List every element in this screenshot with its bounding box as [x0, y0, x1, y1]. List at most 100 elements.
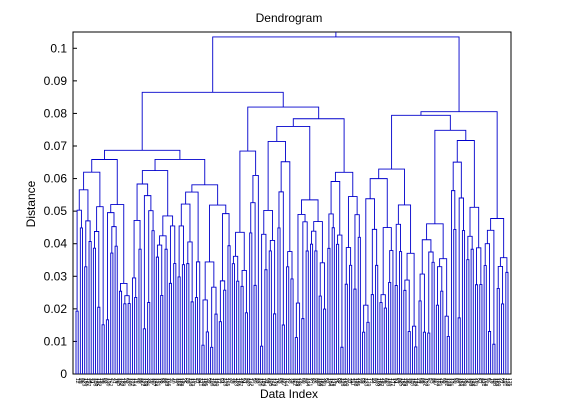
- leaf-label-8: 108: [91, 378, 97, 387]
- leaf-label-18: 78: [113, 378, 119, 384]
- leaf-label-138: 118: [374, 378, 380, 386]
- leaf-label-41: 129: [163, 378, 169, 387]
- leaf-label-122: 126: [339, 378, 345, 387]
- leaf-label-144: 140: [387, 378, 393, 387]
- leaf-label-110: 82: [313, 378, 319, 384]
- y-tick-label-0: 0: [60, 367, 67, 381]
- leaf-label-67: 91: [219, 378, 225, 384]
- leaf-label-186: 94: [478, 378, 484, 384]
- leaf-label-172: 176: [447, 378, 453, 387]
- leaf-label-176: 124: [456, 378, 462, 387]
- leaf-label-65: 17: [215, 378, 221, 384]
- leaf-label-135: 7: [367, 378, 373, 381]
- leaf-label-9: 145: [94, 378, 100, 387]
- y-tick-label-10: 0.1: [50, 41, 67, 55]
- leaf-label-148: 88: [395, 378, 401, 384]
- leaf-label-53: 173: [189, 378, 195, 387]
- leaf-label-156: 184: [413, 378, 419, 387]
- leaf-label-199: 175: [506, 378, 512, 387]
- leaf-label-184: 20: [473, 378, 479, 384]
- leaf-label-169: 65: [441, 378, 447, 384]
- leaf-label-3: 123: [81, 378, 87, 387]
- leaf-label-198: 138: [504, 378, 510, 387]
- leaf-label-99: 75: [289, 378, 295, 384]
- leaf-label-131: 59: [358, 378, 364, 384]
- leaf-label-104: 60: [300, 378, 306, 384]
- leaf-label-152: 36: [404, 378, 410, 384]
- leaf-label-29: 85: [137, 378, 143, 384]
- leaf-label-7: 71: [89, 378, 95, 384]
- leaf-label-33: 33: [146, 378, 152, 384]
- leaf-label-73: 113: [232, 378, 238, 386]
- leaf-label-129: 185: [354, 378, 360, 387]
- leaf-label-174: 50: [452, 378, 458, 384]
- leaf-label-102: 186: [295, 378, 301, 387]
- leaf-label-52: 136: [187, 378, 193, 387]
- leaf-label-114: 30: [321, 378, 327, 384]
- leaf-label-64: 180: [213, 378, 219, 387]
- leaf-label-191: 79: [489, 378, 495, 384]
- leaf-label-54: 10: [191, 378, 197, 384]
- leaf-label-127: 111: [350, 378, 356, 386]
- leaf-label-180: 72: [465, 378, 471, 384]
- leaf-label-113: 193: [319, 378, 325, 387]
- leaf-label-82: 46: [252, 378, 258, 384]
- y-axis: 0 0.01 0.02 0.03 0.04 0.05 0.06 0.07 0.08 0.09 0.1: [44, 41, 77, 381]
- leaf-label-93: 53: [276, 378, 282, 384]
- leaf-label-175: 87: [454, 378, 460, 384]
- leaf-label-61: 69: [206, 378, 212, 384]
- leaf-label-161: 169: [424, 378, 430, 387]
- leaf-label-137: 81: [371, 378, 377, 384]
- leaf-label-16: 4: [109, 378, 115, 381]
- leaf-label-34: 70: [148, 378, 154, 384]
- leaf-label-117: 141: [328, 378, 334, 387]
- leaf-label-178: 198: [460, 378, 466, 387]
- leaf-label-121: 89: [337, 378, 343, 384]
- leaf-label-128: 148: [352, 378, 358, 387]
- leaf-label-81: 9: [250, 378, 256, 381]
- leaf-label-167: 191: [437, 378, 443, 387]
- leaf-label-44: 40: [170, 378, 176, 384]
- leaf-label-149: 125: [397, 378, 403, 387]
- y-tick-label-5: 0.05: [44, 204, 68, 218]
- leaf-label-120: 52: [335, 378, 341, 384]
- leaf-label-159: 95: [419, 378, 425, 384]
- leaf-label-103: 23: [298, 378, 304, 384]
- leaf-label-80: 172: [248, 378, 254, 387]
- y-tick-label-2: 0.02: [44, 302, 68, 316]
- leaf-label-139: 155: [376, 378, 382, 387]
- leaf-label-50: 62: [183, 378, 189, 384]
- leaf-label-194: 190: [495, 378, 501, 387]
- leaf-label-88: 68: [265, 378, 271, 384]
- x-axis-label: Data Index: [260, 387, 318, 401]
- leaf-label-37: 181: [154, 378, 160, 387]
- leaf-label-59: 195: [202, 378, 208, 387]
- leaf-label-79: 135: [245, 378, 251, 387]
- leaf-label-56: 84: [196, 378, 202, 384]
- chart-title: Dendrogram: [256, 11, 323, 25]
- leaf-label-36: 144: [152, 378, 158, 387]
- leaf-label-60: 32: [204, 378, 210, 384]
- leaf-label-100: 112: [291, 378, 297, 386]
- leaf-label-160: 132: [421, 378, 427, 387]
- leaf-label-57: 121: [198, 378, 204, 387]
- leaf-label-162: 6: [426, 378, 432, 381]
- leaf-label-177: 161: [458, 378, 464, 387]
- leaf-label-154: 110: [408, 378, 414, 386]
- leaf-label-39: 55: [159, 378, 165, 384]
- leaf-label-109: 45: [311, 378, 317, 384]
- leaf-label-5: 197: [85, 378, 91, 387]
- leaf-label-72: 76: [230, 378, 236, 384]
- leaf-label-40: 92: [161, 378, 167, 384]
- plot-area: [72, 31, 512, 375]
- leaf-label-1: 49: [76, 378, 82, 384]
- leaf-label-170: 102: [443, 378, 449, 387]
- leaf-label-13: 93: [102, 378, 108, 384]
- dendrogram-links: [75, 32, 509, 374]
- leaf-label-105: 97: [302, 378, 308, 384]
- y-tick-label-6: 0.06: [44, 172, 68, 186]
- leaf-label-69: 165: [224, 378, 230, 387]
- leaf-label-42: 166: [165, 378, 171, 387]
- leaf-label-24: 100: [126, 378, 132, 387]
- leaf-label-58: 158: [200, 378, 206, 387]
